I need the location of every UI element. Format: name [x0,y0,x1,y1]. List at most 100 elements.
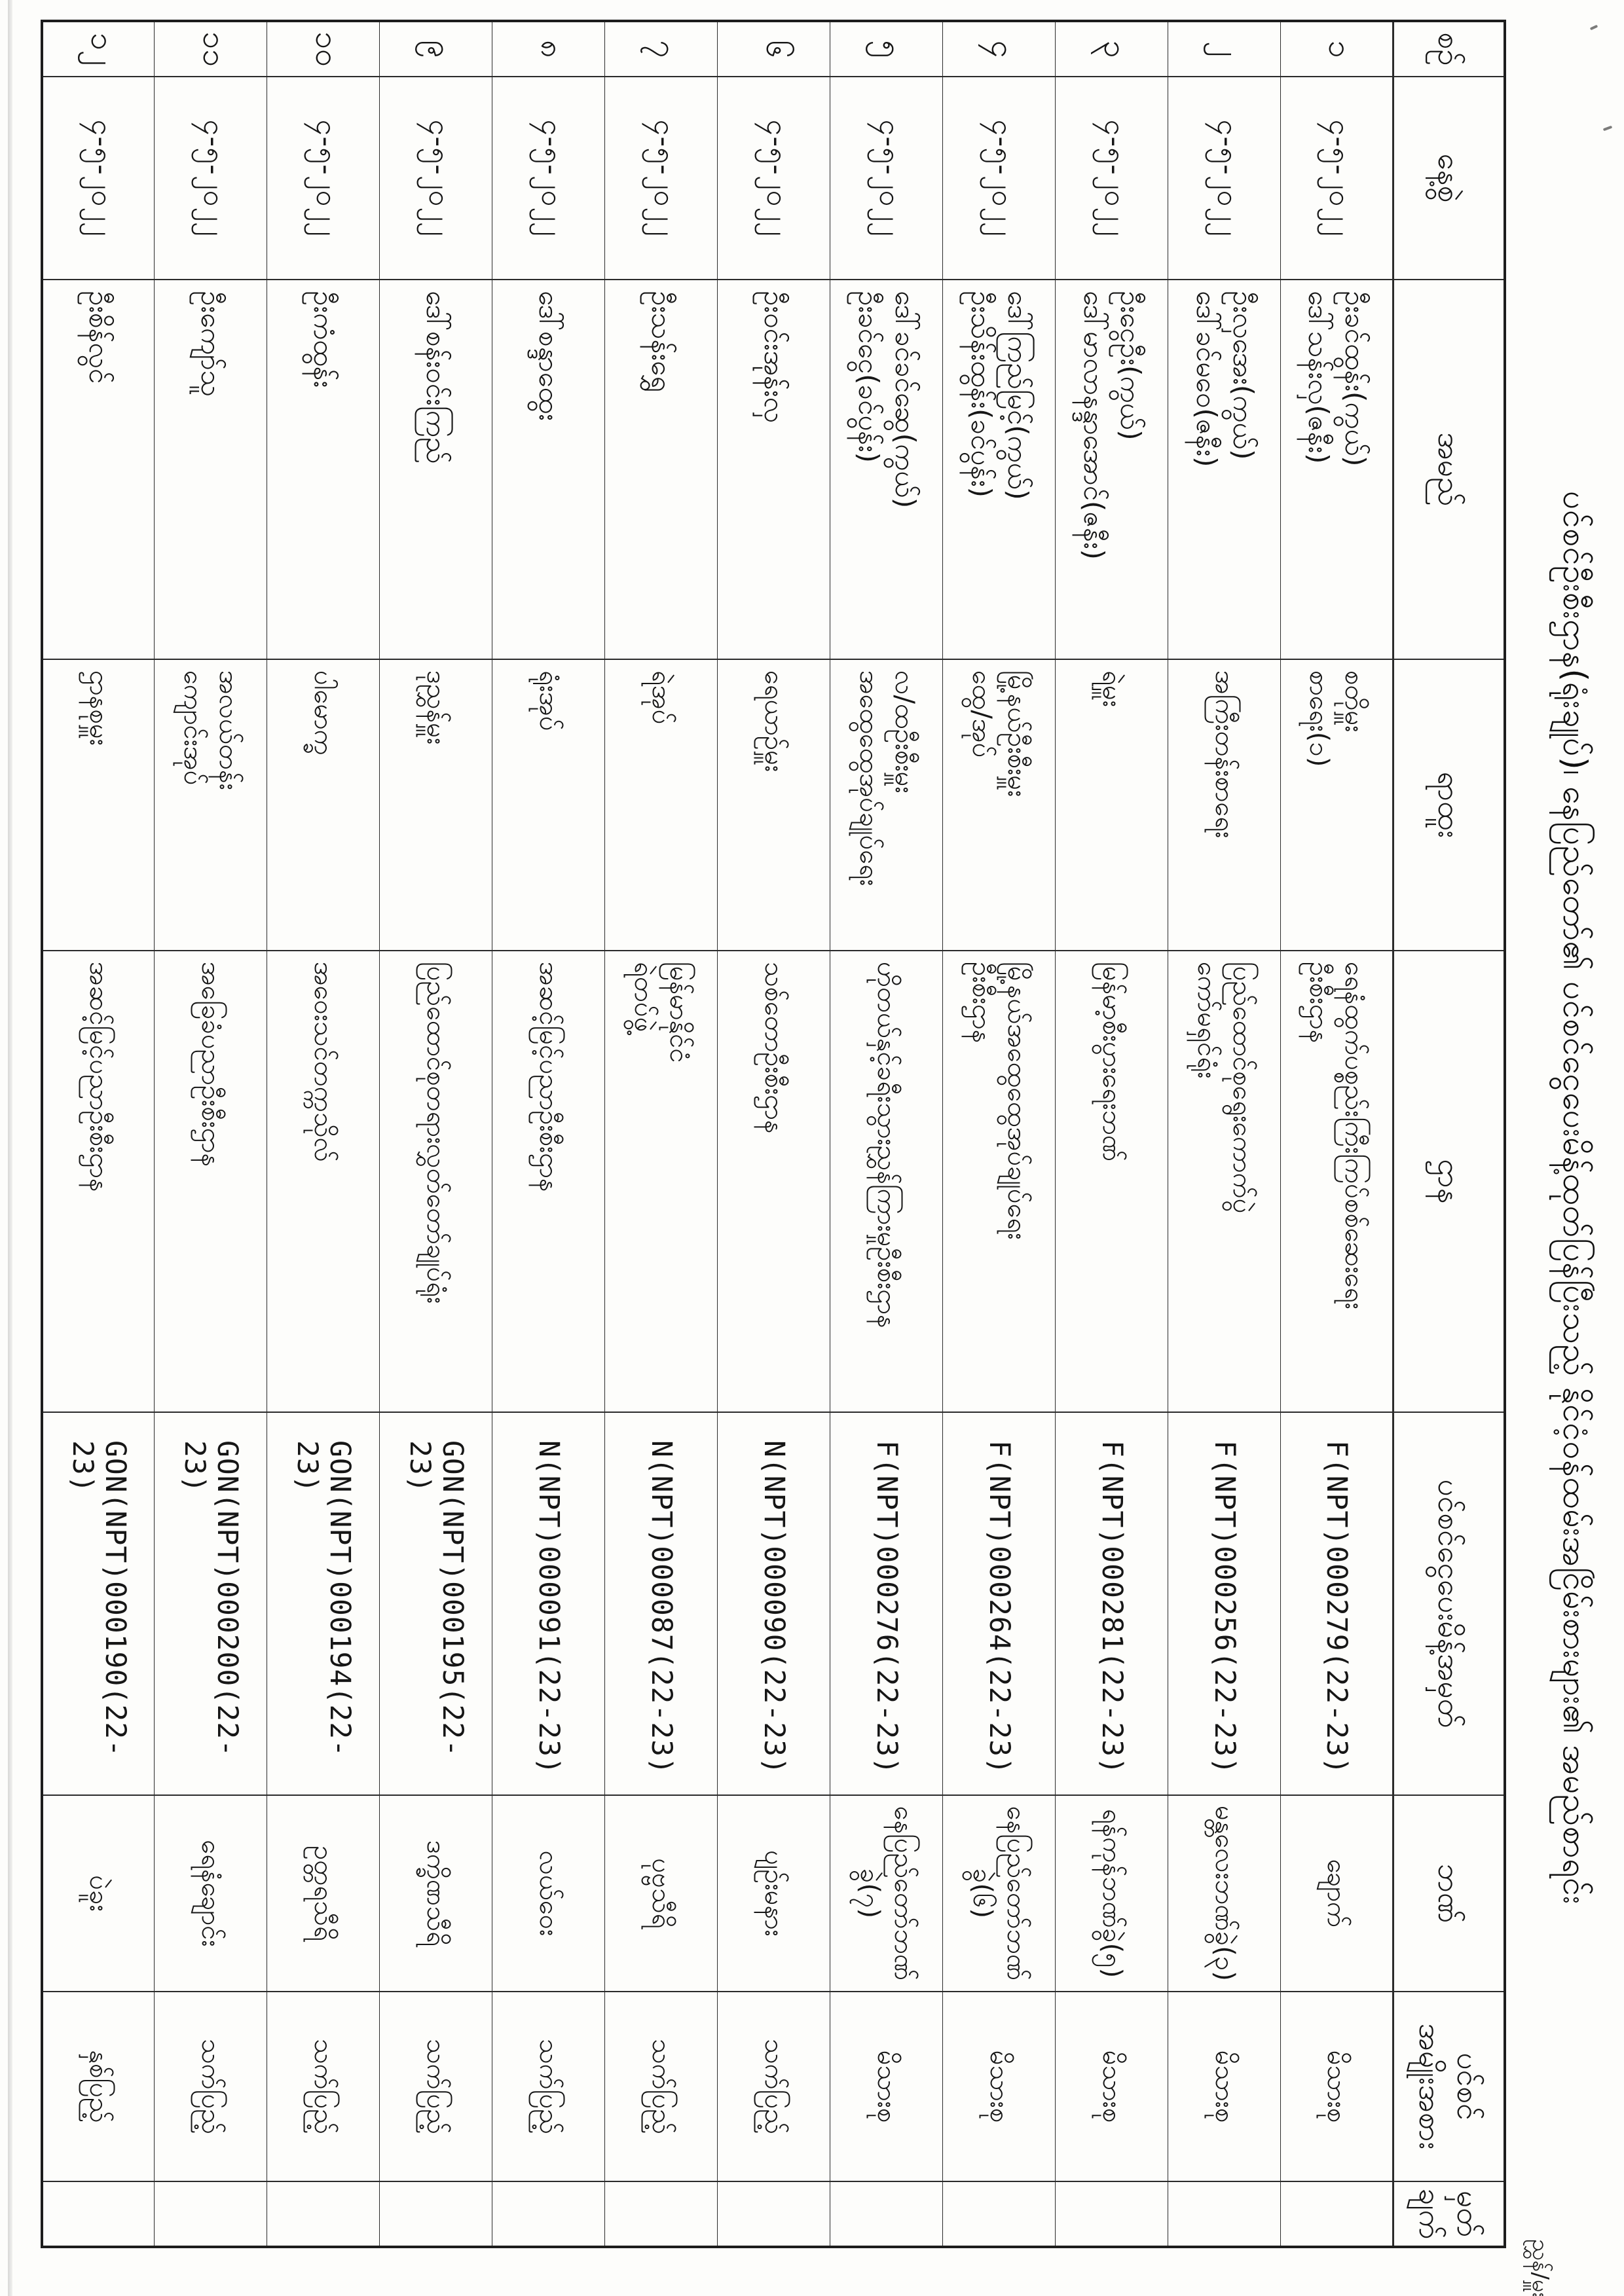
signature-label: ညွှန်/မှူး [1527,2239,1553,2296]
cell-order-no: N(NPT)000091(22-23) [492,1412,605,1795]
table-row: ၆ ၄-၅-၂၀၂၂ ဦးဝင်းအုန်းလှ ရေယာဉ်မှူး သစ်တ… [718,21,830,2247]
table-row: ၅ ၄-၅-၂၀၂၂ ဒေါ်ခင်ခင်ဆွေ(ကွယ်) ဦးခင်ငွေ(… [830,21,943,2247]
cell-name: ဒေါ်စန္ဒာထွေး [492,280,605,659]
table-row: ၉ ၄-၅-၂၀၂၂ ဒေါ်စန်းဝင်းကြည် ဒုညွှန်မှူး … [380,21,492,2247]
cell-pension-type: မိသားစု [943,1992,1056,2181]
cell-remark [380,2181,492,2247]
scan-edge-shadow [8,0,12,2296]
rotated-landscape-content: ပင်စင်ဦးစီးဌာန(ရုံးချုပ်)၊ နေပြည်တော်၏ ပ… [41,20,1614,2296]
cell-serial: ၂ [1168,21,1281,77]
cell-name: ဦးကံထွန်း [267,280,380,659]
cell-pension-type: သက်ပြည့် [155,1992,267,2181]
cell-department: မြန်မာနိုင်ငံ ရဲတပ်ဖွဲ့ [605,951,718,1412]
cell-order-no: F(NPT)000264(22-23) [943,1412,1056,1795]
table-row: ၄ ၄-၅-၂၀၂၂ ဒေါ်ကြည်မြင့်(ကွယ်) ဦးသိန်းထွ… [943,21,1056,2247]
cell-pension-type: သက်ပြည့် [492,1992,605,2181]
cell-order-no: GON(NPT)000190(22-23) [42,1412,155,1795]
cell-department: မြို့နယ်အထွေထွေအုပ်ချုပ်ရေး ဦးစီးဌာန [943,951,1056,1412]
cell-bank: ရန်ကုန်ဘဏ်ခွဲ(၅) [1056,1795,1168,1992]
cell-remark [1168,2181,1281,2247]
document-title: ပင်စင်ဦးစီးဌာန(ရုံးချုပ်)၊ နေပြည်တော်၏ ပ… [1556,491,1594,1905]
header-cell-name: အမည် [1393,280,1505,659]
cell-remark [267,2181,380,2247]
cell-bank: ပျဉ်းမနား [718,1795,830,1992]
cell-bank: နေပြည်တော်ဘဏ်ခွဲ(၇) [830,1795,943,1992]
cell-position: ရဲအုပ် [605,659,718,951]
cell-date: ၄-၅-၂၀၂၂ [830,77,943,280]
header-cell-order-no: ပင်စင်ငွေပေးမိန့်အမှတ် [1393,1412,1505,1795]
cell-order-no: GON(NPT)000195(22-23) [380,1412,492,1795]
cell-bank: ရေနံချောင်း [155,1795,267,1992]
cell-order-no: F(NPT)000276(22-23) [830,1412,943,1795]
cell-department: အဝေးသင်တက္ကသိုလ် [267,951,380,1412]
cell-department: ဟိုတယ်နှင့်ခရီးသွားညွှန်ကြားမှုဦးစီးဌာန [830,951,943,1412]
cell-position: ပါမောက္ခ [267,659,380,951]
cell-pension-type: မိသားစု [830,1992,943,2181]
cell-department: ရေနံထွက်ပစ္စည်းကြီးကြပ်စစ်ဆေးရေး ဦးစီးဌာ… [1281,951,1393,1412]
cell-department: ပြည်ထောင်စုရွေးကောက်ပွဲ ကော်မရှင်ရုံး [1168,951,1281,1412]
cell-bank: ဥတ္တရသီရိ [267,1795,380,1992]
cell-pension-type: သက်ပြည့် [267,1992,380,2181]
table-row: ၁၀ ၄-၅-၂၀၂၂ ဦးကံထွန်း ပါမောက္ခ အဝေးသင်တက… [267,21,380,2247]
cell-bank: ချောက် [1281,1795,1393,1992]
cell-date: ၄-၅-၂၀၂၂ [1281,77,1393,280]
cell-order-no: GON(NPT)000194(22-23) [267,1412,380,1795]
cell-department: အဆင့်မြင့်ပညာဦးစီးဌာန [492,951,605,1412]
table-row: ၁ ၄-၅-၂၀၂၂ ဦးခင်ထွန်း(ကွယ်) ဒေါ်သန်းလှ(ဇ… [1281,21,1393,2247]
cell-pension-type: မိသားစု [1281,1992,1393,2181]
header-cell-no: စဉ် [1393,21,1505,77]
cell-pension-type: သက်ပြည့် [605,1992,718,2181]
cell-remark [155,2181,267,2247]
cell-bank: မန္တလေးဘဏ်ခွဲ(၃) [1168,1795,1281,1992]
cell-serial: ၇ [605,21,718,77]
cell-pension-type: နှစ်ပြည့် [42,1992,155,2181]
cell-date: ၄-၅-၂၀၂၂ [1168,77,1281,280]
pension-list-table: စဉ် နေ့စွဲ အမည် ရာထူး ဌာန ပင်စင်ငွေပေးမိ… [41,20,1506,2248]
cell-serial: ၁ [1281,21,1393,77]
cell-name: ဦးငွေဦး(ကွယ်) ဒေါ်မာလာနန္ဒာအောင်(ဇနီး) [1056,280,1168,659]
cell-name: ဒေါ်ကြည်မြင့်(ကွယ်) ဦးသိန်းထွန်း(ခင်ပွန်… [943,280,1056,659]
cell-serial: ၅ [830,21,943,77]
cell-name: ဦးလှအေး(ကွယ်) ဒေါ်ခင်မဝေ(ဇနီး) [1168,280,1281,659]
cell-name: ဦးဝင်းအုန်းလှ [718,280,830,659]
cell-serial: ၈ [492,21,605,77]
cell-name: ဦးကျော်သူ [155,280,267,659]
header-row: စဉ် နေ့စွဲ အမည် ရာထူး ဌာန ပင်စင်ငွေပေးမိ… [1393,21,1505,2247]
cell-order-no: N(NPT)000090(22-23) [718,1412,830,1795]
cell-position: ဒုညွှန်မှူး [380,659,492,951]
cell-department: သစ်တောဦးစီးဌာန [718,951,830,1412]
cell-position: အကြီးတန်းစာရေး [1168,659,1281,951]
cell-serial: ၃ [1056,21,1168,77]
cell-pension-type: သက်ပြည့် [718,1992,830,2181]
cell-bank: ဒက္ခိဏသီရိ [380,1795,492,1992]
cell-remark [830,2181,943,2247]
table-row: ၁၁ ၄-၅-၂၀၂၂ ဦးကျော်သူ အလယ်တန်း ကျောင်းအု… [155,21,267,2247]
header-cell-remark: မှတ် ချက် [1393,2181,1505,2247]
cell-remark [42,2181,155,2247]
cell-order-no: F(NPT)000279(22-23) [1281,1412,1393,1795]
cell-position: ရုံးအုပ် [492,659,605,951]
cell-remark [943,2181,1056,2247]
cell-serial: ၁၀ [267,21,380,77]
cell-date: ၄-၅-၂၀၂၂ [42,77,155,280]
cell-order-no: F(NPT)000256(22-23) [1168,1412,1281,1795]
cell-position: ဌာနစုမှူး [42,659,155,951]
cell-date: ၄-၅-၂၀၂၂ [1056,77,1168,280]
cell-name: ဒေါ်စန်းဝင်းကြည် [380,280,492,659]
cell-position: ရေယာဉ်မှူး [718,659,830,951]
cell-serial: ၆ [718,21,830,77]
cell-position: ရဲမှူး [1056,659,1168,951]
cell-remark [492,2181,605,2247]
cell-remark [605,2181,718,2247]
header-cell-position: ရာထူး [1393,659,1505,951]
table-row: ၂ ၄-၅-၂၀၂၂ ဦးလှအေး(ကွယ်) ဒေါ်ခင်မဝေ(ဇနီး… [1168,21,1281,2247]
cell-remark [718,2181,830,2247]
cell-remark [1056,2181,1168,2247]
cell-position: စတိုမှူး စာရေး(၁) [1281,659,1393,951]
cell-pension-type: မိသားစု [1168,1992,1281,2181]
cell-order-no: N(NPT)000087(22-23) [605,1412,718,1795]
cell-date: ၄-၅-၂၀၂၂ [943,77,1056,280]
cell-date: ၄-၅-၂၀၂၂ [718,77,830,280]
cell-order-no: F(NPT)000281(22-23) [1056,1412,1168,1795]
